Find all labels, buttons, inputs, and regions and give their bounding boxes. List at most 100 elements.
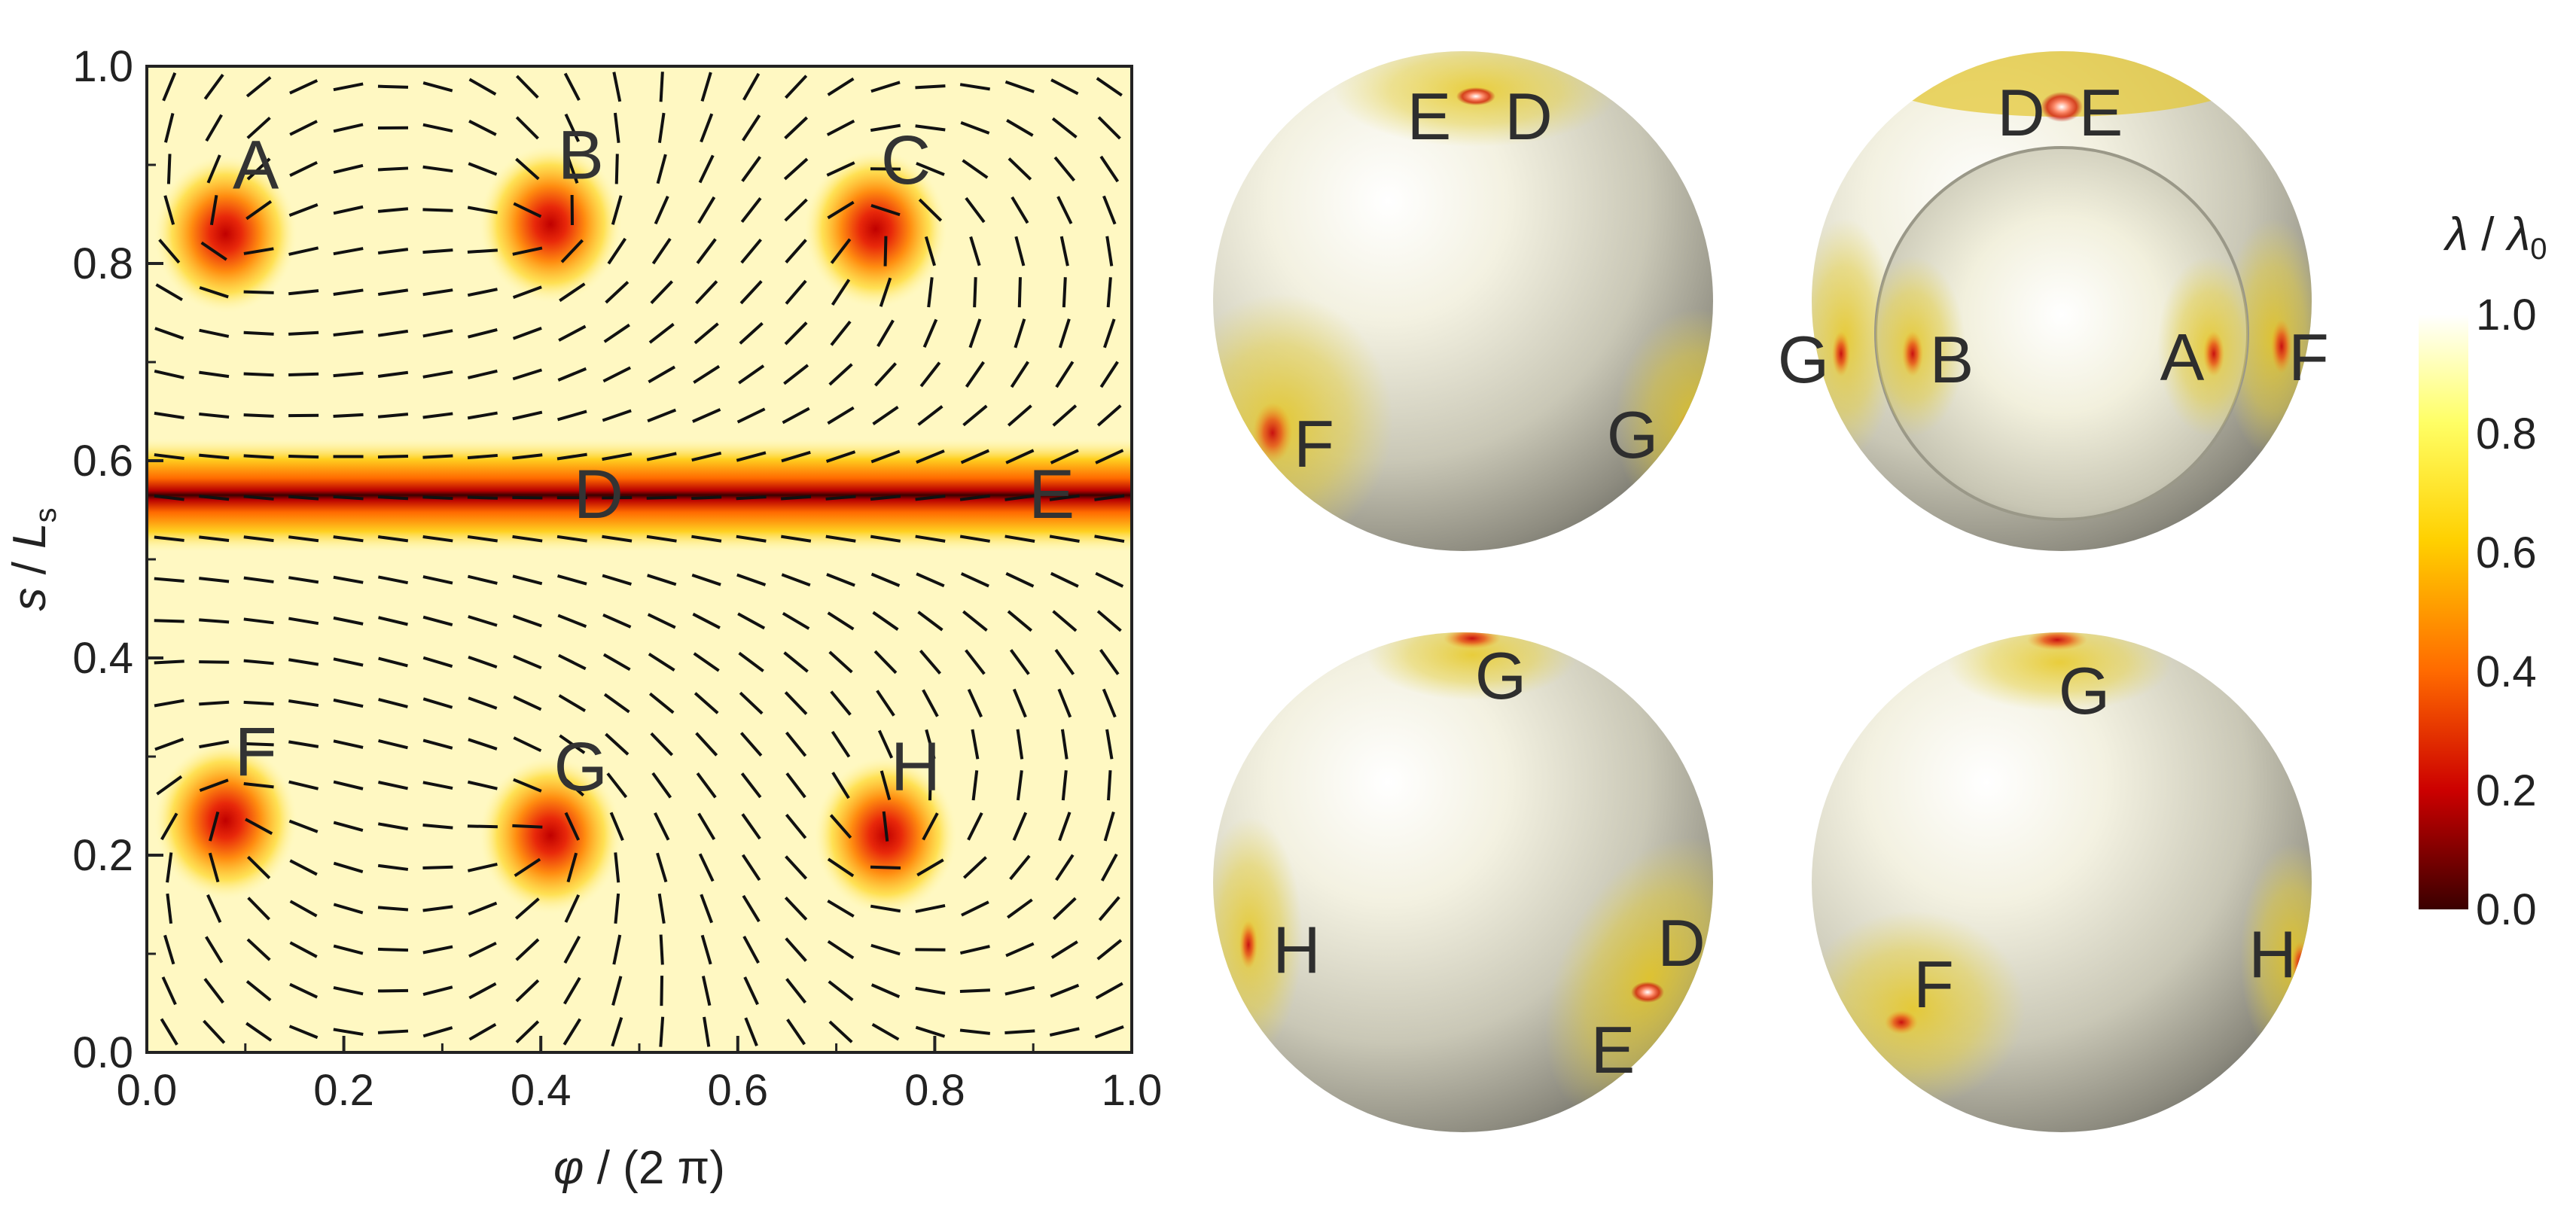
director-segment xyxy=(605,732,630,756)
director-segment xyxy=(602,613,632,629)
director-segment xyxy=(919,361,941,388)
director-segment xyxy=(967,812,983,841)
director-segment xyxy=(467,411,498,420)
director-segment xyxy=(564,812,581,841)
director-segment xyxy=(1098,896,1120,921)
director-segment xyxy=(200,241,227,261)
director-segment xyxy=(557,614,587,629)
director-segment xyxy=(468,78,497,96)
director-segment xyxy=(1050,940,1078,959)
director-segment xyxy=(564,894,581,923)
director-segment xyxy=(873,650,898,675)
director-field xyxy=(154,72,1125,1047)
director-segment xyxy=(738,651,764,673)
director-segment xyxy=(1008,157,1032,181)
director-segment xyxy=(422,329,453,338)
defect-spot-F xyxy=(154,742,297,900)
director-segment xyxy=(560,239,584,263)
director-segment xyxy=(1105,236,1114,266)
director-segment xyxy=(377,906,409,912)
director-segment xyxy=(922,689,939,717)
director-segment xyxy=(468,982,497,1000)
director-segment xyxy=(333,330,364,337)
director-segment xyxy=(377,455,409,459)
director-segment xyxy=(916,449,945,464)
director-segment xyxy=(915,903,946,913)
director-segment xyxy=(919,649,941,675)
director-segment xyxy=(871,1023,900,1041)
director-segment xyxy=(1014,236,1026,266)
director-segment xyxy=(968,318,982,349)
director-segment xyxy=(831,730,851,758)
director-segment xyxy=(870,943,901,956)
director-segment xyxy=(199,618,230,624)
director-segment xyxy=(333,616,364,626)
director-segment xyxy=(467,453,498,460)
director-segment xyxy=(154,737,184,751)
director-segment xyxy=(512,824,543,829)
director-segment xyxy=(827,406,855,425)
director-segment xyxy=(1050,571,1079,588)
director-segment xyxy=(959,988,990,993)
director-segment xyxy=(609,812,624,842)
director-segment xyxy=(602,452,633,461)
director-segment xyxy=(245,980,272,1002)
director-segment xyxy=(611,195,623,225)
director-segment xyxy=(695,280,718,305)
director-segment xyxy=(874,362,897,387)
director-segment xyxy=(612,72,622,102)
director-segment xyxy=(606,772,628,799)
sphere-4-label: H xyxy=(2248,917,2297,991)
director-segment xyxy=(378,616,408,626)
director-segment xyxy=(288,617,319,626)
sphere-3: G H D E xyxy=(1213,632,1713,1132)
director-segment xyxy=(971,729,980,760)
director-segment xyxy=(647,574,677,586)
director-segment xyxy=(1052,404,1078,427)
director-segment xyxy=(693,364,721,384)
director-segment xyxy=(961,900,989,917)
director-segment xyxy=(289,79,319,95)
x-tick-label: 0.0 xyxy=(117,1066,178,1115)
director-segment xyxy=(737,612,766,630)
director-segment xyxy=(422,288,453,297)
director-segment xyxy=(422,495,453,500)
director-segment xyxy=(513,654,542,670)
director-segment xyxy=(742,72,761,101)
director-segment xyxy=(1062,277,1067,308)
director-segment xyxy=(1012,688,1027,718)
director-segment xyxy=(785,855,808,880)
director-segment xyxy=(333,413,364,419)
director-segment xyxy=(915,494,946,501)
director-segment xyxy=(918,198,943,222)
director-segment xyxy=(288,658,319,666)
director-segment xyxy=(467,574,498,585)
director-segment xyxy=(156,775,183,796)
director-segment xyxy=(289,120,318,136)
director-segment xyxy=(691,534,722,543)
director-segment xyxy=(650,280,674,305)
director-segment xyxy=(422,945,453,955)
director-segment xyxy=(692,612,721,629)
director-segment xyxy=(739,732,763,757)
director-segment xyxy=(209,811,220,842)
director-segment xyxy=(558,653,587,671)
director-segment xyxy=(697,812,716,840)
director-segment xyxy=(199,495,230,501)
sphere-2-label: G xyxy=(1778,322,1829,397)
director-segment xyxy=(333,247,364,256)
director-segment xyxy=(828,1020,853,1043)
director-segment xyxy=(1009,649,1030,675)
director-segment xyxy=(614,893,620,924)
director-segment xyxy=(166,852,173,883)
director-segment xyxy=(512,574,543,586)
director-segment xyxy=(703,1016,711,1047)
director-segment xyxy=(876,319,895,348)
director-segment xyxy=(828,363,853,386)
director-segment xyxy=(876,690,895,717)
director-segment xyxy=(377,1029,409,1034)
director-segment xyxy=(203,73,224,100)
director-segment xyxy=(558,694,587,712)
director-segment xyxy=(467,248,498,254)
